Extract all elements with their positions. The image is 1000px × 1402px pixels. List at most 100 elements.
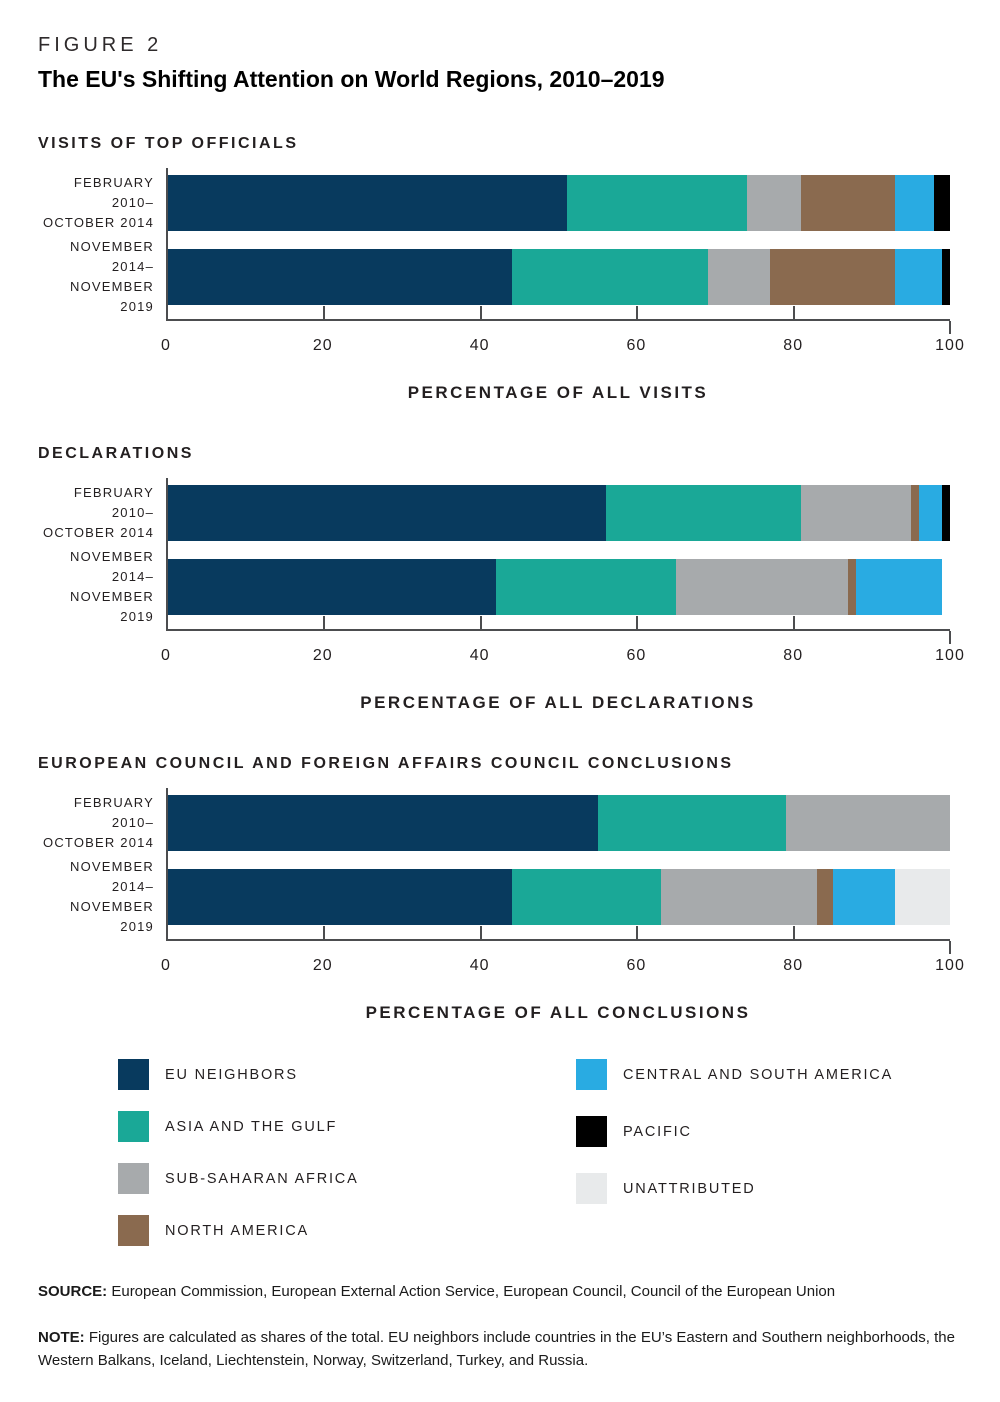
legend-label: CENTRAL AND SOUTH AMERICA bbox=[623, 1066, 894, 1083]
axis-tick-label: 80 bbox=[783, 337, 804, 354]
axis-tick-mark bbox=[479, 306, 482, 319]
stacked-bar-chart-visits: FEBRUARY 2010– OCTOBER 2014 NOVEMBER 2014–… bbox=[38, 168, 970, 334]
bar-segment-asia-gulf bbox=[605, 485, 802, 541]
legend-item-sub-saharan-africa: SUB-SAHARAN AFRICA bbox=[118, 1163, 576, 1194]
axis-tick-label: 60 bbox=[626, 337, 647, 354]
bar-segment-eu-neighbors bbox=[168, 485, 606, 541]
bar-segment-sub-saharan-africa bbox=[801, 485, 911, 541]
bar-segment-eu-neighbors bbox=[168, 175, 567, 231]
bar-segment-asia-gulf bbox=[496, 559, 677, 615]
x-axis-tick-labels: 0 20 40 60 80 100 bbox=[161, 337, 964, 359]
bar-segment-asia-gulf bbox=[598, 795, 786, 851]
axis-tick-mark bbox=[949, 941, 951, 954]
axis-tick-label: 20 bbox=[312, 337, 333, 354]
category-label: FEBRUARY 2010– OCTOBER 2014 bbox=[43, 174, 154, 231]
stacked-bar-chart-declarations: FEBRUARY 2010– OCTOBER 2014 NOVEMBER 2014–… bbox=[38, 478, 970, 644]
note-line: NOTE: Figures are calculated as shares o… bbox=[38, 1326, 972, 1373]
bar-segment-central-south-america bbox=[918, 485, 943, 541]
chart-section-conclusions: EUROPEAN COUNCIL AND FOREIGN AFFAIRS COU… bbox=[38, 755, 970, 1023]
bar-segment-sub-saharan-africa bbox=[707, 249, 771, 305]
stacked-bar-row bbox=[168, 175, 950, 231]
axis-tick-mark bbox=[323, 306, 326, 319]
legend-label: NORTH AMERICA bbox=[165, 1222, 309, 1239]
legend-label: PACIFIC bbox=[623, 1123, 692, 1140]
category-label: FEBRUARY 2010– OCTOBER 2014 bbox=[43, 794, 154, 851]
bar-segment-pacific bbox=[942, 485, 950, 541]
x-axis-title-visits: PERCENTAGE OF ALL VISITS bbox=[407, 383, 709, 402]
axis-tick-label: 100 bbox=[935, 647, 965, 664]
bar-segment-asia-gulf bbox=[512, 869, 661, 925]
plot-area bbox=[166, 168, 951, 334]
bar-segment-asia-gulf bbox=[566, 175, 747, 231]
plot-area bbox=[166, 478, 951, 644]
legend-swatch-north-america bbox=[118, 1215, 149, 1246]
bar-segment-eu-neighbors bbox=[168, 559, 497, 615]
axis-tick-mark bbox=[792, 306, 795, 319]
legend-label: EU NEIGHBORS bbox=[165, 1066, 298, 1083]
legend-swatch-pacific bbox=[576, 1116, 607, 1147]
axis-tick-mark bbox=[792, 926, 795, 939]
category-label: NOVEMBER 2014– NOVEMBER 2019 bbox=[69, 548, 154, 625]
chart-heading-visits: VISITS OF TOP OFFICIALS bbox=[38, 135, 299, 152]
bar-segment-north-america bbox=[801, 175, 896, 231]
legend-item-north-america: NORTH AMERICA bbox=[118, 1215, 576, 1246]
axis-tick-label: 20 bbox=[312, 957, 333, 974]
legend-item-eu-neighbors: EU NEIGHBORS bbox=[118, 1059, 576, 1090]
axis-tick-label: 40 bbox=[469, 337, 490, 354]
axis-tick-mark bbox=[323, 926, 326, 939]
bar-segment-sub-saharan-africa bbox=[676, 559, 849, 615]
chart-heading-conclusions: EUROPEAN COUNCIL AND FOREIGN AFFAIRS COU… bbox=[38, 755, 734, 772]
x-axis-title-declarations: PERCENTAGE OF ALL DECLARATIONS bbox=[360, 693, 756, 712]
bar-segment-north-america bbox=[770, 249, 896, 305]
bar-segment-asia-gulf bbox=[512, 249, 708, 305]
x-axis-tick-labels: 0 20 40 60 80 100 bbox=[161, 647, 964, 669]
axis-tick-label: 20 bbox=[312, 647, 333, 664]
bar-segment-north-america bbox=[910, 485, 919, 541]
bar-segment-north-america bbox=[848, 559, 857, 615]
axis-tick-label: 80 bbox=[783, 647, 804, 664]
plot-area bbox=[166, 788, 951, 954]
bar-segment-eu-neighbors bbox=[168, 869, 513, 925]
bar-segment-sub-saharan-africa bbox=[785, 795, 950, 851]
y-axis-category-labels: FEBRUARY 2010– OCTOBER 2014 NOVEMBER 2014–… bbox=[38, 478, 166, 631]
source-label: SOURCE: bbox=[38, 1283, 108, 1300]
axis-tick-label: 60 bbox=[626, 957, 647, 974]
axis-tick-label: 100 bbox=[935, 957, 965, 974]
legend-swatch-asia-gulf bbox=[118, 1111, 149, 1142]
bar-segment-unattributed bbox=[895, 869, 950, 925]
stacked-bar-row bbox=[168, 795, 950, 851]
axis-tick-label: 0 bbox=[161, 337, 171, 354]
bar-segment-central-south-america bbox=[832, 869, 896, 925]
legend-column-left: EU NEIGHBORS ASIA AND THE GULF SUB-SAHARAN… bbox=[118, 1059, 576, 1267]
note-text: Figures are calculated as shares of the … bbox=[38, 1328, 955, 1369]
legend-column-right: CENTRAL AND SOUTH AMERICA PACIFIC UNATTRIB… bbox=[576, 1059, 893, 1267]
bar-segment-pacific bbox=[934, 175, 950, 231]
axis-tick-mark bbox=[636, 616, 639, 629]
figure-label: FIGURE 2 bbox=[38, 34, 163, 56]
bar-segment-pacific bbox=[942, 249, 950, 305]
source-text: European Commission, European External A… bbox=[111, 1283, 836, 1300]
chart-heading-declarations: DECLARATIONS bbox=[38, 445, 194, 462]
axis-tick-label: 0 bbox=[161, 647, 171, 664]
chart-section-visits: VISITS OF TOP OFFICIALS FEBRUARY 2010– OC… bbox=[38, 135, 970, 403]
axis-tick-mark bbox=[792, 616, 795, 629]
stacked-bar-row bbox=[168, 249, 950, 305]
x-axis-tick-labels: 0 20 40 60 80 100 bbox=[161, 957, 964, 979]
axis-tick-mark bbox=[636, 926, 639, 939]
legend-item-asia-gulf: ASIA AND THE GULF bbox=[118, 1111, 576, 1142]
axis-tick-mark bbox=[949, 631, 951, 644]
stacked-bar-row bbox=[168, 485, 950, 541]
axis-tick-mark bbox=[479, 926, 482, 939]
category-label: NOVEMBER 2014– NOVEMBER 2019 bbox=[69, 858, 154, 935]
legend-label: SUB-SAHARAN AFRICA bbox=[165, 1170, 359, 1187]
legend-item-pacific: PACIFIC bbox=[576, 1116, 893, 1147]
legend-label: UNATTRIBUTED bbox=[623, 1180, 756, 1197]
note-label: NOTE: bbox=[38, 1328, 85, 1346]
page-title: The EU's Shifting Attention on World Reg… bbox=[38, 66, 665, 92]
bar-segment-eu-neighbors bbox=[168, 249, 513, 305]
category-label: NOVEMBER 2014– NOVEMBER 2019 bbox=[69, 238, 154, 315]
bar-segment-sub-saharan-africa bbox=[746, 175, 802, 231]
legend-swatch-unattributed bbox=[576, 1173, 607, 1204]
y-axis-category-labels: FEBRUARY 2010– OCTOBER 2014 NOVEMBER 2014–… bbox=[38, 168, 166, 321]
category-label: FEBRUARY 2010– OCTOBER 2014 bbox=[43, 484, 154, 541]
